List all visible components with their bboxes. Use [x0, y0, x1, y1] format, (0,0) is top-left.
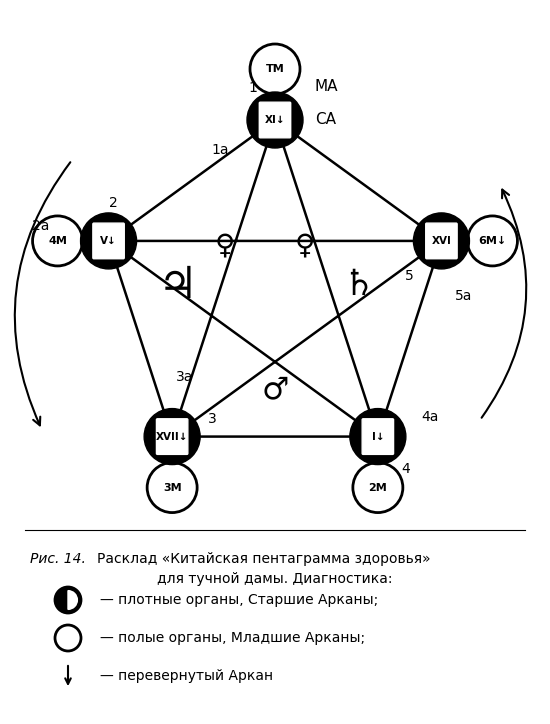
- Text: TM: TM: [266, 64, 284, 74]
- Text: 5a: 5a: [455, 289, 472, 303]
- Text: 4M: 4M: [48, 236, 67, 246]
- Text: ♀: ♀: [215, 231, 235, 259]
- Text: XVII↓: XVII↓: [156, 432, 189, 442]
- Text: 3: 3: [208, 411, 217, 426]
- FancyBboxPatch shape: [93, 223, 124, 258]
- Wedge shape: [68, 591, 78, 610]
- Text: — перевернутый Аркан: — перевернутый Аркан: [100, 669, 273, 683]
- Circle shape: [55, 625, 81, 651]
- FancyBboxPatch shape: [156, 418, 188, 455]
- Circle shape: [353, 463, 403, 513]
- Text: Рис. 14.: Рис. 14.: [30, 552, 86, 566]
- Text: MA: MA: [315, 79, 338, 94]
- Circle shape: [247, 92, 303, 148]
- FancyBboxPatch shape: [426, 223, 457, 258]
- Text: 6M↓: 6M↓: [478, 236, 507, 246]
- Circle shape: [414, 213, 470, 269]
- Text: 2: 2: [109, 196, 118, 210]
- Text: XVI: XVI: [432, 236, 452, 246]
- Text: V↓: V↓: [100, 236, 117, 246]
- Text: 2a: 2a: [32, 219, 50, 233]
- Circle shape: [80, 213, 136, 269]
- Text: 5: 5: [405, 269, 414, 283]
- Text: 1a: 1a: [211, 143, 229, 157]
- Circle shape: [55, 587, 81, 613]
- FancyBboxPatch shape: [259, 102, 291, 138]
- Text: I↓: I↓: [372, 432, 384, 442]
- Text: — плотные органы, Старшие Арканы;: — плотные органы, Старшие Арканы;: [100, 593, 378, 607]
- Text: ♀: ♀: [295, 231, 315, 259]
- FancyBboxPatch shape: [362, 418, 394, 455]
- Text: ♄: ♄: [342, 268, 374, 302]
- FancyArrowPatch shape: [482, 190, 526, 418]
- Text: XI↓: XI↓: [265, 115, 285, 125]
- Text: 4: 4: [402, 462, 410, 476]
- Text: 3M: 3M: [163, 483, 182, 492]
- Text: — полые органы, Младшие Арканы;: — полые органы, Младшие Арканы;: [100, 631, 365, 645]
- Text: для тучной дамы. Диагностика:: для тучной дамы. Диагностика:: [157, 572, 393, 586]
- Circle shape: [250, 44, 300, 94]
- Circle shape: [350, 408, 406, 465]
- Text: Расклад «Китайская пентаграмма здоровья»: Расклад «Китайская пентаграмма здоровья»: [97, 552, 431, 566]
- FancyArrowPatch shape: [15, 162, 70, 425]
- Text: CA: CA: [315, 112, 336, 127]
- Text: ♃: ♃: [158, 264, 198, 306]
- Text: ♂: ♂: [261, 376, 289, 405]
- Circle shape: [144, 408, 200, 465]
- Text: 1: 1: [249, 81, 257, 95]
- Circle shape: [468, 216, 518, 266]
- Text: 2M: 2M: [368, 483, 387, 492]
- Text: 3a: 3a: [175, 369, 193, 384]
- Circle shape: [32, 216, 82, 266]
- Circle shape: [147, 463, 197, 513]
- Text: 4a: 4a: [421, 410, 438, 424]
